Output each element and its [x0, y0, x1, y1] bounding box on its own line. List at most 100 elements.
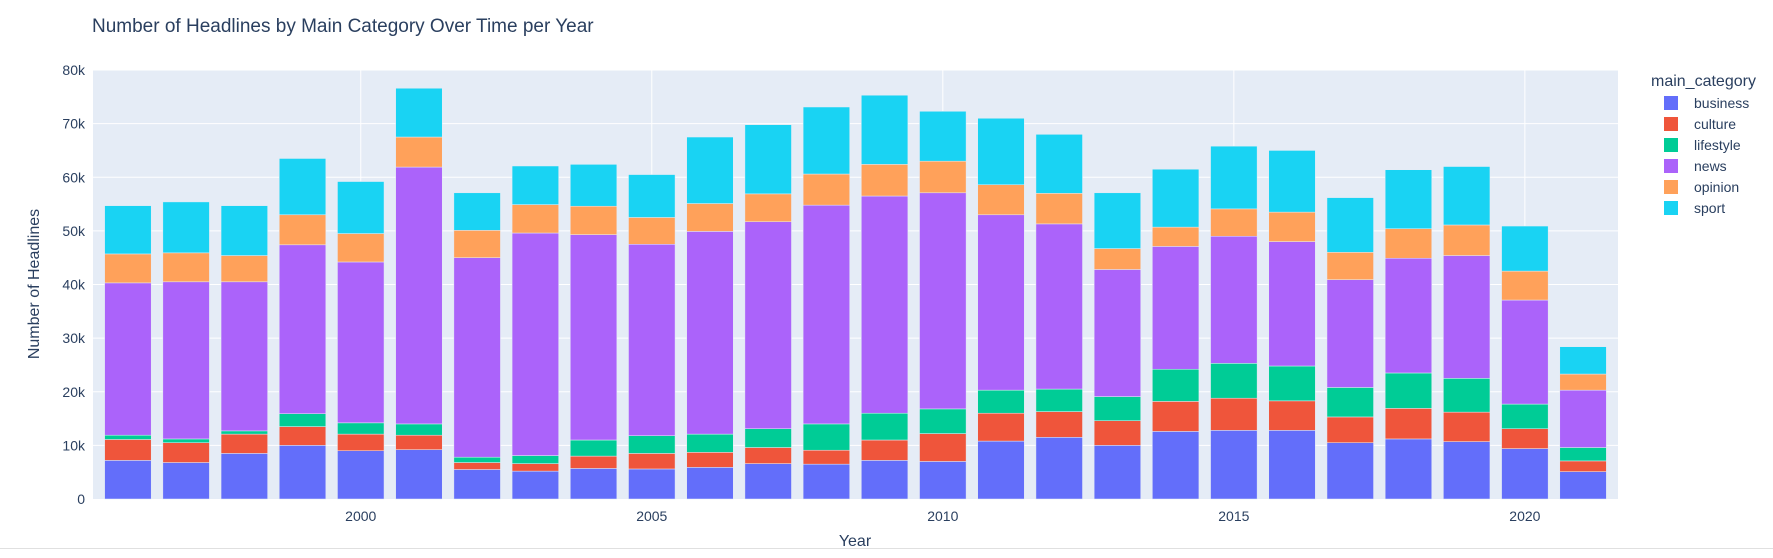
bar-segment-lifestyle[interactable] [395, 423, 443, 436]
bar-segment-culture[interactable] [744, 447, 792, 464]
bar-segment-opinion[interactable] [1093, 248, 1141, 270]
legend-label-sport[interactable]: sport [1694, 200, 1725, 216]
bar-segment-news[interactable] [395, 166, 443, 425]
bar-segment-opinion[interactable] [1210, 208, 1258, 237]
bar-segment-news[interactable] [104, 282, 152, 436]
bar-segment-business[interactable] [802, 463, 850, 500]
bar-segment-lifestyle[interactable] [1152, 368, 1200, 402]
bar-segment-culture[interactable] [861, 439, 909, 461]
bar-segment-lifestyle[interactable] [1443, 378, 1491, 413]
bar-segment-business[interactable] [861, 460, 909, 500]
bar-segment-lifestyle[interactable] [1326, 387, 1374, 418]
bar-segment-opinion[interactable] [1326, 252, 1374, 280]
bar-segment-culture[interactable] [1501, 428, 1549, 449]
bar-segment-news[interactable] [453, 257, 501, 458]
bar-segment-lifestyle[interactable] [1559, 447, 1607, 462]
bar-segment-lifestyle[interactable] [220, 430, 268, 435]
bar-segment-sport[interactable] [1268, 150, 1316, 213]
bar-segment-lifestyle[interactable] [279, 413, 327, 427]
bar-segment-business[interactable] [1443, 441, 1491, 500]
bar-segment-sport[interactable] [570, 164, 618, 207]
bar-segment-sport[interactable] [1152, 168, 1200, 228]
bar-segment-sport[interactable] [337, 181, 385, 234]
legend-swatch-lifestyle[interactable] [1664, 138, 1678, 152]
bar-segment-news[interactable] [744, 221, 792, 430]
bar-segment-opinion[interactable] [1443, 224, 1491, 256]
bar-segment-opinion[interactable] [686, 203, 734, 232]
bar-segment-culture[interactable] [628, 453, 676, 470]
bar-segment-business[interactable] [686, 467, 734, 500]
legend-swatch-opinion[interactable] [1664, 180, 1678, 194]
bar-segment-opinion[interactable] [337, 233, 385, 263]
bar-segment-opinion[interactable] [511, 204, 559, 234]
bar-segment-opinion[interactable] [279, 214, 327, 246]
bar-segment-culture[interactable] [104, 439, 152, 461]
bar-segment-business[interactable] [1559, 471, 1607, 500]
bar-segment-lifestyle[interactable] [861, 412, 909, 441]
bar-segment-business[interactable] [919, 461, 967, 500]
bar-segment-lifestyle[interactable] [1210, 363, 1258, 399]
bar-segment-business[interactable] [570, 468, 618, 500]
bar-segment-news[interactable] [1326, 279, 1374, 388]
bar-segment-sport[interactable] [861, 94, 909, 165]
bar-segment-culture[interactable] [1210, 397, 1258, 431]
bar-segment-business[interactable] [977, 440, 1025, 500]
legend-swatch-sport[interactable] [1664, 201, 1678, 215]
bar-segment-culture[interactable] [220, 433, 268, 454]
bar-segment-opinion[interactable] [744, 193, 792, 223]
bar-segment-news[interactable] [279, 244, 327, 414]
bar-segment-opinion[interactable] [919, 160, 967, 194]
legend-label-culture[interactable]: culture [1694, 116, 1736, 132]
bar-segment-business[interactable] [1268, 430, 1316, 500]
bar-segment-business[interactable] [1035, 437, 1083, 500]
legend-label-business[interactable]: business [1694, 95, 1749, 111]
bar-segment-lifestyle[interactable] [744, 428, 792, 448]
bar-segment-sport[interactable] [744, 124, 792, 195]
bar-segment-lifestyle[interactable] [1093, 396, 1141, 421]
bar-segment-culture[interactable] [1384, 408, 1432, 440]
bar-segment-culture[interactable] [977, 412, 1025, 442]
bar-segment-culture[interactable] [1559, 460, 1607, 472]
bar-segment-sport[interactable] [1210, 145, 1258, 210]
bar-segment-news[interactable] [1268, 241, 1316, 367]
bar-segment-business[interactable] [1093, 445, 1141, 500]
bar-segment-lifestyle[interactable] [628, 435, 676, 454]
bar-segment-opinion[interactable] [802, 173, 850, 206]
bar-segment-sport[interactable] [1501, 225, 1549, 272]
bar-segment-culture[interactable] [570, 455, 618, 469]
bar-segment-sport[interactable] [104, 205, 152, 255]
bar-segment-sport[interactable] [919, 111, 967, 162]
bar-segment-culture[interactable] [1326, 416, 1374, 443]
bar-segment-lifestyle[interactable] [802, 423, 850, 451]
bar-segment-sport[interactable] [1384, 169, 1432, 229]
bar-segment-lifestyle[interactable] [162, 438, 210, 443]
legend-swatch-business[interactable] [1664, 96, 1678, 110]
bar-segment-news[interactable] [686, 231, 734, 435]
bar-segment-sport[interactable] [686, 136, 734, 204]
bar-segment-opinion[interactable] [861, 164, 909, 197]
bar-segment-culture[interactable] [919, 433, 967, 462]
bar-segment-sport[interactable] [1093, 192, 1141, 249]
bar-segment-business[interactable] [104, 460, 152, 500]
bar-segment-business[interactable] [220, 453, 268, 500]
bar-segment-news[interactable] [1443, 255, 1491, 379]
legend-swatch-news[interactable] [1664, 159, 1678, 173]
bar-segment-sport[interactable] [511, 165, 559, 205]
bar-segment-culture[interactable] [453, 462, 501, 470]
bar-segment-sport[interactable] [220, 205, 268, 256]
bar-segment-sport[interactable] [279, 158, 327, 216]
bar-segment-sport[interactable] [453, 192, 501, 231]
bar-segment-news[interactable] [1035, 223, 1083, 390]
bar-segment-opinion[interactable] [570, 205, 618, 235]
bar-segment-news[interactable] [1093, 269, 1141, 397]
bar-segment-opinion[interactable] [104, 253, 152, 284]
bar-segment-business[interactable] [1384, 438, 1432, 500]
bar-segment-culture[interactable] [1035, 411, 1083, 438]
bar-segment-culture[interactable] [686, 452, 734, 468]
bar-segment-opinion[interactable] [1268, 211, 1316, 242]
bar-segment-lifestyle[interactable] [686, 433, 734, 453]
bar-segment-business[interactable] [162, 462, 210, 500]
bar-segment-opinion[interactable] [1501, 270, 1549, 301]
bar-segment-business[interactable] [744, 463, 792, 500]
bar-segment-business[interactable] [1501, 448, 1549, 500]
